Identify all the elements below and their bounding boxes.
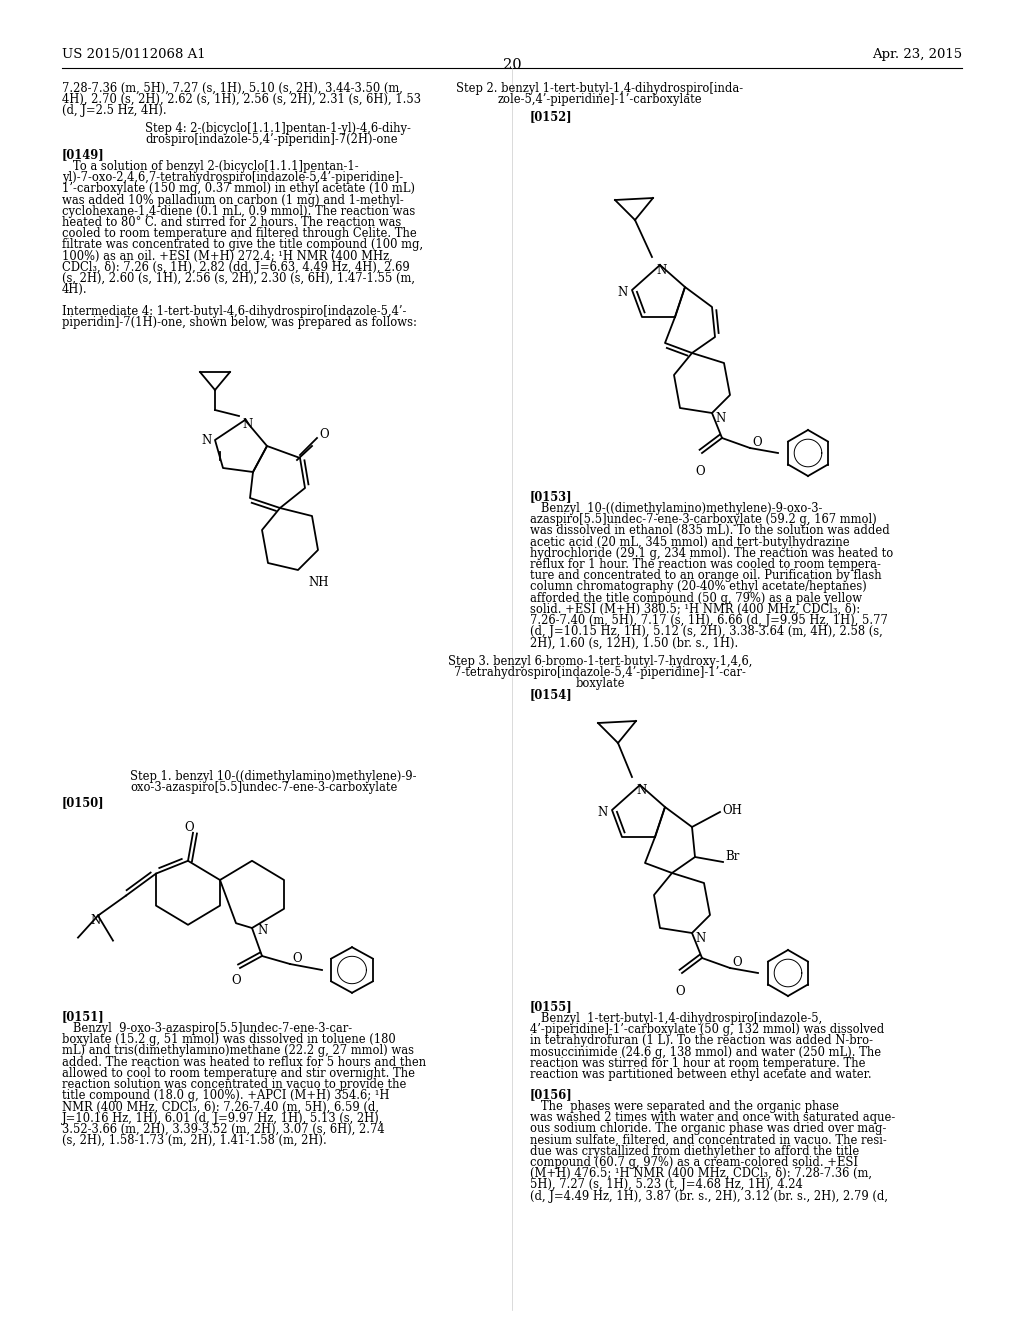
Text: (s, 2H), 1.58-1.73 (m, 2H), 1.41-1.58 (m, 2H).: (s, 2H), 1.58-1.73 (m, 2H), 1.41-1.58 (m… [62, 1134, 327, 1147]
Text: NH: NH [308, 576, 329, 589]
Text: oxo-3-azaspiro[5.5]undec-7-ene-3-carboxylate: oxo-3-azaspiro[5.5]undec-7-ene-3-carboxy… [130, 781, 397, 795]
Text: reaction was partitioned between ethyl acetate and water.: reaction was partitioned between ethyl a… [530, 1068, 871, 1081]
Text: hydrochloride (29.1 g, 234 mmol). The reaction was heated to: hydrochloride (29.1 g, 234 mmol). The re… [530, 546, 893, 560]
Text: [0152]: [0152] [530, 110, 572, 123]
Text: reaction was stirred for 1 hour at room temperature. The: reaction was stirred for 1 hour at room … [530, 1057, 865, 1069]
Text: [0153]: [0153] [530, 490, 572, 503]
Text: N: N [715, 412, 725, 425]
Text: US 2015/0112068 A1: US 2015/0112068 A1 [62, 48, 206, 61]
Text: (M+H) 476.5; ¹H NMR (400 MHz, CDCl₃, δ): 7.28-7.36 (m,: (M+H) 476.5; ¹H NMR (400 MHz, CDCl₃, δ):… [530, 1167, 872, 1180]
Text: cyclohexane-1,4-diene (0.1 mL, 0.9 mmol). The reaction was: cyclohexane-1,4-diene (0.1 mL, 0.9 mmol)… [62, 205, 416, 218]
Text: (d, J=4.49 Hz, 1H), 3.87 (br. s., 2H), 3.12 (br. s., 2H), 2.79 (d,: (d, J=4.49 Hz, 1H), 3.87 (br. s., 2H), 3… [530, 1189, 888, 1203]
Text: mosuccinimide (24.6 g, 138 mmol) and water (250 mL). The: mosuccinimide (24.6 g, 138 mmol) and wat… [530, 1045, 881, 1059]
Text: 7.28-7.36 (m, 5H), 7.27 (s, 1H), 5.10 (s, 2H), 3.44-3.50 (m,: 7.28-7.36 (m, 5H), 7.27 (s, 1H), 5.10 (s… [62, 82, 402, 95]
Text: ture and concentrated to an orange oil. Purification by flash: ture and concentrated to an orange oil. … [530, 569, 882, 582]
Text: azaspiro[5.5]undec-7-ene-3-carboxylate (59.2 g, 167 mmol): azaspiro[5.5]undec-7-ene-3-carboxylate (… [530, 513, 877, 527]
Text: Step 3. benzyl 6-bromo-1-tert-butyl-7-hydroxy-1,4,6,: Step 3. benzyl 6-bromo-1-tert-butyl-7-hy… [447, 655, 753, 668]
Text: 4H), 2.70 (s, 2H), 2.62 (s, 1H), 2.56 (s, 2H), 2.31 (s, 6H), 1.53: 4H), 2.70 (s, 2H), 2.62 (s, 1H), 2.56 (s… [62, 94, 421, 106]
Text: 20: 20 [503, 58, 521, 73]
Text: 1’-carboxylate (150 mg, 0.37 mmol) in ethyl acetate (10 mL): 1’-carboxylate (150 mg, 0.37 mmol) in et… [62, 182, 415, 195]
Text: acetic acid (20 mL, 345 mmol) and tert-butylhydrazine: acetic acid (20 mL, 345 mmol) and tert-b… [530, 536, 850, 549]
Text: 7.26-7.40 (m, 5H), 7.17 (s, 1H), 6.66 (d, J=9.95 Hz, 1H), 5.77: 7.26-7.40 (m, 5H), 7.17 (s, 1H), 6.66 (d… [530, 614, 888, 627]
Text: was washed 2 times with water and once with saturated aque-: was washed 2 times with water and once w… [530, 1111, 895, 1125]
Text: Intermediate 4: 1-tert-butyl-4,6-dihydrospiro[indazole-5,4’-: Intermediate 4: 1-tert-butyl-4,6-dihydro… [62, 305, 407, 318]
Text: 5H), 7.27 (s, 1H), 5.23 (t, J=4.68 Hz, 1H), 4.24: 5H), 7.27 (s, 1H), 5.23 (t, J=4.68 Hz, 1… [530, 1179, 803, 1192]
Text: Benzyl  9-oxo-3-azaspiro[5.5]undec-7-ene-3-car-: Benzyl 9-oxo-3-azaspiro[5.5]undec-7-ene-… [62, 1022, 352, 1035]
Text: O: O [752, 437, 762, 450]
Text: O: O [319, 428, 329, 441]
Text: N: N [617, 285, 628, 298]
Text: compound (60.7 g, 97%) as a cream-colored solid. +ESI: compound (60.7 g, 97%) as a cream-colore… [530, 1156, 858, 1170]
Text: OH: OH [722, 804, 741, 817]
Text: mL) and tris(dimethylamino)methane (22.2 g, 27 mmol) was: mL) and tris(dimethylamino)methane (22.2… [62, 1044, 414, 1057]
Text: O: O [732, 957, 741, 969]
Text: The  phases were separated and the organic phase: The phases were separated and the organi… [530, 1100, 839, 1113]
Text: O: O [184, 821, 194, 834]
Text: O: O [292, 952, 302, 965]
Text: O: O [675, 985, 685, 998]
Text: [0154]: [0154] [530, 688, 572, 701]
Text: 4’-piperidine]-1’-carboxylate (50 g, 132 mmol) was dissolved: 4’-piperidine]-1’-carboxylate (50 g, 132… [530, 1023, 885, 1036]
Text: added. The reaction was heated to reflux for 5 hours and then: added. The reaction was heated to reflux… [62, 1056, 426, 1069]
Text: [0156]: [0156] [530, 1088, 572, 1101]
Text: NMR (400 MHz, CDCl₃, 6): 7.26-7.40 (m, 5H), 6.59 (d,: NMR (400 MHz, CDCl₃, 6): 7.26-7.40 (m, 5… [62, 1101, 379, 1113]
Text: column chromatography (20-40% ethyl acetate/heptanes): column chromatography (20-40% ethyl acet… [530, 581, 866, 594]
Text: cooled to room temperature and filtered through Celite. The: cooled to room temperature and filtered … [62, 227, 417, 240]
Text: filtrate was concentrated to give the title compound (100 mg,: filtrate was concentrated to give the ti… [62, 239, 423, 251]
Text: title compound (18.0 g, 100%). +APCI (M+H) 354.6; ¹H: title compound (18.0 g, 100%). +APCI (M+… [62, 1089, 389, 1102]
Text: boxylate: boxylate [575, 677, 625, 690]
Text: ous sodium chloride. The organic phase was dried over mag-: ous sodium chloride. The organic phase w… [530, 1122, 887, 1135]
Text: 3.52-3.66 (m, 2H), 3.39-3.52 (m, 2H), 3.07 (s, 6H), 2.74: 3.52-3.66 (m, 2H), 3.39-3.52 (m, 2H), 3.… [62, 1123, 385, 1135]
Text: [0155]: [0155] [530, 1001, 572, 1012]
Text: (s, 2H), 2.60 (s, 1H), 2.56 (s, 2H), 2.30 (s, 6H), 1.47-1.55 (m,: (s, 2H), 2.60 (s, 1H), 2.56 (s, 2H), 2.3… [62, 272, 415, 285]
Text: O: O [695, 465, 705, 478]
Text: Br: Br [725, 850, 739, 863]
Text: 100%) as an oil. +ESI (M+H) 272.4; ¹H NMR (400 MHz,: 100%) as an oil. +ESI (M+H) 272.4; ¹H NM… [62, 249, 393, 263]
Text: To a solution of benzyl 2-(bicyclo[1.1.1]pentan-1-: To a solution of benzyl 2-(bicyclo[1.1.1… [62, 160, 358, 173]
Text: was dissolved in ethanol (835 mL). To the solution was added: was dissolved in ethanol (835 mL). To th… [530, 524, 890, 537]
Text: due was crystallized from diethylether to afford the title: due was crystallized from diethylether t… [530, 1144, 859, 1158]
Text: 7-tetrahydrospiro[indazole-5,4’-piperidine]-1’-car-: 7-tetrahydrospiro[indazole-5,4’-piperidi… [454, 667, 745, 680]
Text: Benzyl  10-((dimethylamino)methylene)-9-oxo-3-: Benzyl 10-((dimethylamino)methylene)-9-o… [530, 502, 822, 515]
Text: N: N [695, 932, 706, 945]
Text: drospiro[indazole-5,4’-piperidin]-7(2H)-one: drospiro[indazole-5,4’-piperidin]-7(2H)-… [145, 133, 397, 147]
Text: reaction solution was concentrated in vacuo to provide the: reaction solution was concentrated in va… [62, 1078, 407, 1092]
Text: (d, J=10.15 Hz, 1H), 5.12 (s, 2H), 3.38-3.64 (m, 4H), 2.58 (s,: (d, J=10.15 Hz, 1H), 5.12 (s, 2H), 3.38-… [530, 626, 883, 638]
Text: CDCl₃, δ): 7.26 (s, 1H), 2.82 (dd, J=6.63, 4.49 Hz, 4H), 2.69: CDCl₃, δ): 7.26 (s, 1H), 2.82 (dd, J=6.6… [62, 261, 410, 273]
Text: [0149]: [0149] [62, 148, 104, 161]
Text: [0150]: [0150] [62, 796, 104, 809]
Text: N: N [243, 417, 253, 430]
Text: piperidin]-7(1H)-one, shown below, was prepared as follows:: piperidin]-7(1H)-one, shown below, was p… [62, 317, 417, 329]
Text: zole-5,4’-piperidine]-1’-carboxylate: zole-5,4’-piperidine]-1’-carboxylate [498, 94, 702, 106]
Text: Apr. 23, 2015: Apr. 23, 2015 [871, 48, 962, 61]
Text: reflux for 1 hour. The reaction was cooled to room tempera-: reflux for 1 hour. The reaction was cool… [530, 558, 881, 572]
Text: O: O [231, 974, 241, 987]
Text: was added 10% palladium on carbon (1 mg) and 1-methyl-: was added 10% palladium on carbon (1 mg)… [62, 194, 403, 207]
Text: N: N [91, 913, 101, 927]
Text: allowed to cool to room temperature and stir overnight. The: allowed to cool to room temperature and … [62, 1067, 415, 1080]
Text: boxylate (15.2 g, 51 mmol) was dissolved in toluene (180: boxylate (15.2 g, 51 mmol) was dissolved… [62, 1034, 395, 1047]
Text: heated to 80° C. and stirred for 2 hours. The reaction was: heated to 80° C. and stirred for 2 hours… [62, 216, 401, 228]
Text: 2H), 1.60 (s, 12H), 1.50 (br. s., 1H).: 2H), 1.60 (s, 12H), 1.50 (br. s., 1H). [530, 636, 738, 649]
Text: N: N [656, 264, 667, 276]
Text: N: N [257, 924, 267, 937]
Text: (d, J=2.5 Hz, 4H).: (d, J=2.5 Hz, 4H). [62, 104, 167, 117]
Text: Step 1. benzyl 10-((dimethylamino)methylene)-9-: Step 1. benzyl 10-((dimethylamino)methyl… [130, 770, 417, 783]
Text: J=10.16 Hz, 1H), 6.01 (d, J=9.97 Hz, 1H), 5.13 (s, 2H),: J=10.16 Hz, 1H), 6.01 (d, J=9.97 Hz, 1H)… [62, 1111, 383, 1125]
Text: Step 2. benzyl 1-tert-butyl-1,4-dihydrospiro[inda-: Step 2. benzyl 1-tert-butyl-1,4-dihydros… [457, 82, 743, 95]
Text: yl)-7-oxo-2,4,6,7-tetrahydrospiro[indazole-5,4’-piperidine]-: yl)-7-oxo-2,4,6,7-tetrahydrospiro[indazo… [62, 172, 403, 185]
Text: N: N [637, 784, 647, 796]
Text: [0151]: [0151] [62, 1010, 104, 1023]
Text: N: N [598, 805, 608, 818]
Text: nesium sulfate, filtered, and concentrated in vacuo. The resi-: nesium sulfate, filtered, and concentrat… [530, 1134, 887, 1147]
Text: 4H).: 4H). [62, 284, 88, 296]
Text: afforded the title compound (50 g, 79%) as a pale yellow: afforded the title compound (50 g, 79%) … [530, 591, 862, 605]
Text: Benzyl  1-tert-butyl-1,4-dihydrospiro[indazole-5,: Benzyl 1-tert-butyl-1,4-dihydrospiro[ind… [530, 1012, 822, 1026]
Text: N: N [202, 433, 212, 446]
Text: solid. +ESI (M+H) 380.5; ¹H NMR (400 MHz, CDCl₃, δ):: solid. +ESI (M+H) 380.5; ¹H NMR (400 MHz… [530, 603, 860, 616]
Text: in tetrahydrofuran (1 L). To the reaction was added N-bro-: in tetrahydrofuran (1 L). To the reactio… [530, 1035, 873, 1047]
Text: Step 4: 2-(bicyclo[1.1.1]pentan-1-yl)-4,6-dihy-: Step 4: 2-(bicyclo[1.1.1]pentan-1-yl)-4,… [145, 121, 411, 135]
